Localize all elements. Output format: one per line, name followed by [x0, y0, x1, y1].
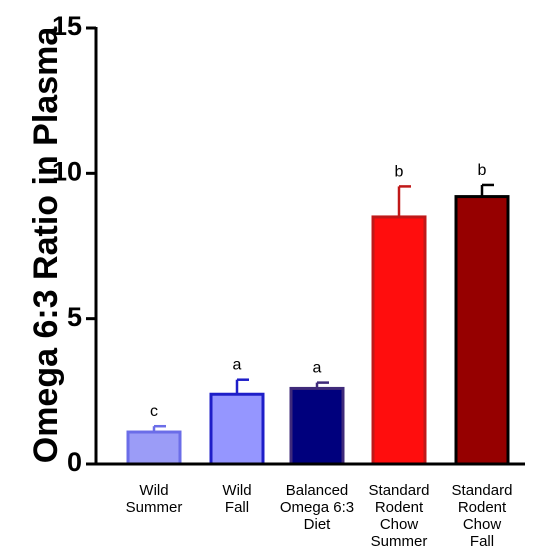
x-axis-tick-labels: Wild Summer Wild Fall Balanced Omega 6:3 Diet S… [126, 482, 513, 550]
y-tick-label: 0 [67, 447, 82, 477]
y-tick-label: 15 [52, 11, 82, 41]
x-tick-label: Balanced Omega 6:3 Diet [280, 482, 354, 533]
bar [289, 386, 345, 466]
x-tick-label: Wild Fall [222, 482, 251, 516]
significance-label: a [313, 360, 322, 377]
bar [209, 392, 265, 466]
x-tick-label: Wild Summer [126, 482, 183, 516]
bars: c a a b b [126, 162, 510, 466]
significance-label: b [478, 162, 487, 179]
significance-label: a [233, 357, 242, 374]
x-tick-label: Standard Rodent Chow Summer [369, 482, 430, 550]
bar [454, 195, 510, 466]
significance-label: c [150, 403, 158, 420]
x-tick-label: Standard Rodent Chow Fall [452, 482, 513, 550]
bar [371, 215, 427, 466]
y-axis-label: Omega 6:3 Ratio in Plasma [27, 26, 65, 464]
y-axis-ticks: 0 5 10 15 [52, 11, 96, 477]
bar [126, 430, 182, 466]
y-tick-label: 10 [52, 156, 82, 186]
significance-label: b [395, 163, 404, 180]
y-tick-label: 5 [67, 302, 82, 332]
